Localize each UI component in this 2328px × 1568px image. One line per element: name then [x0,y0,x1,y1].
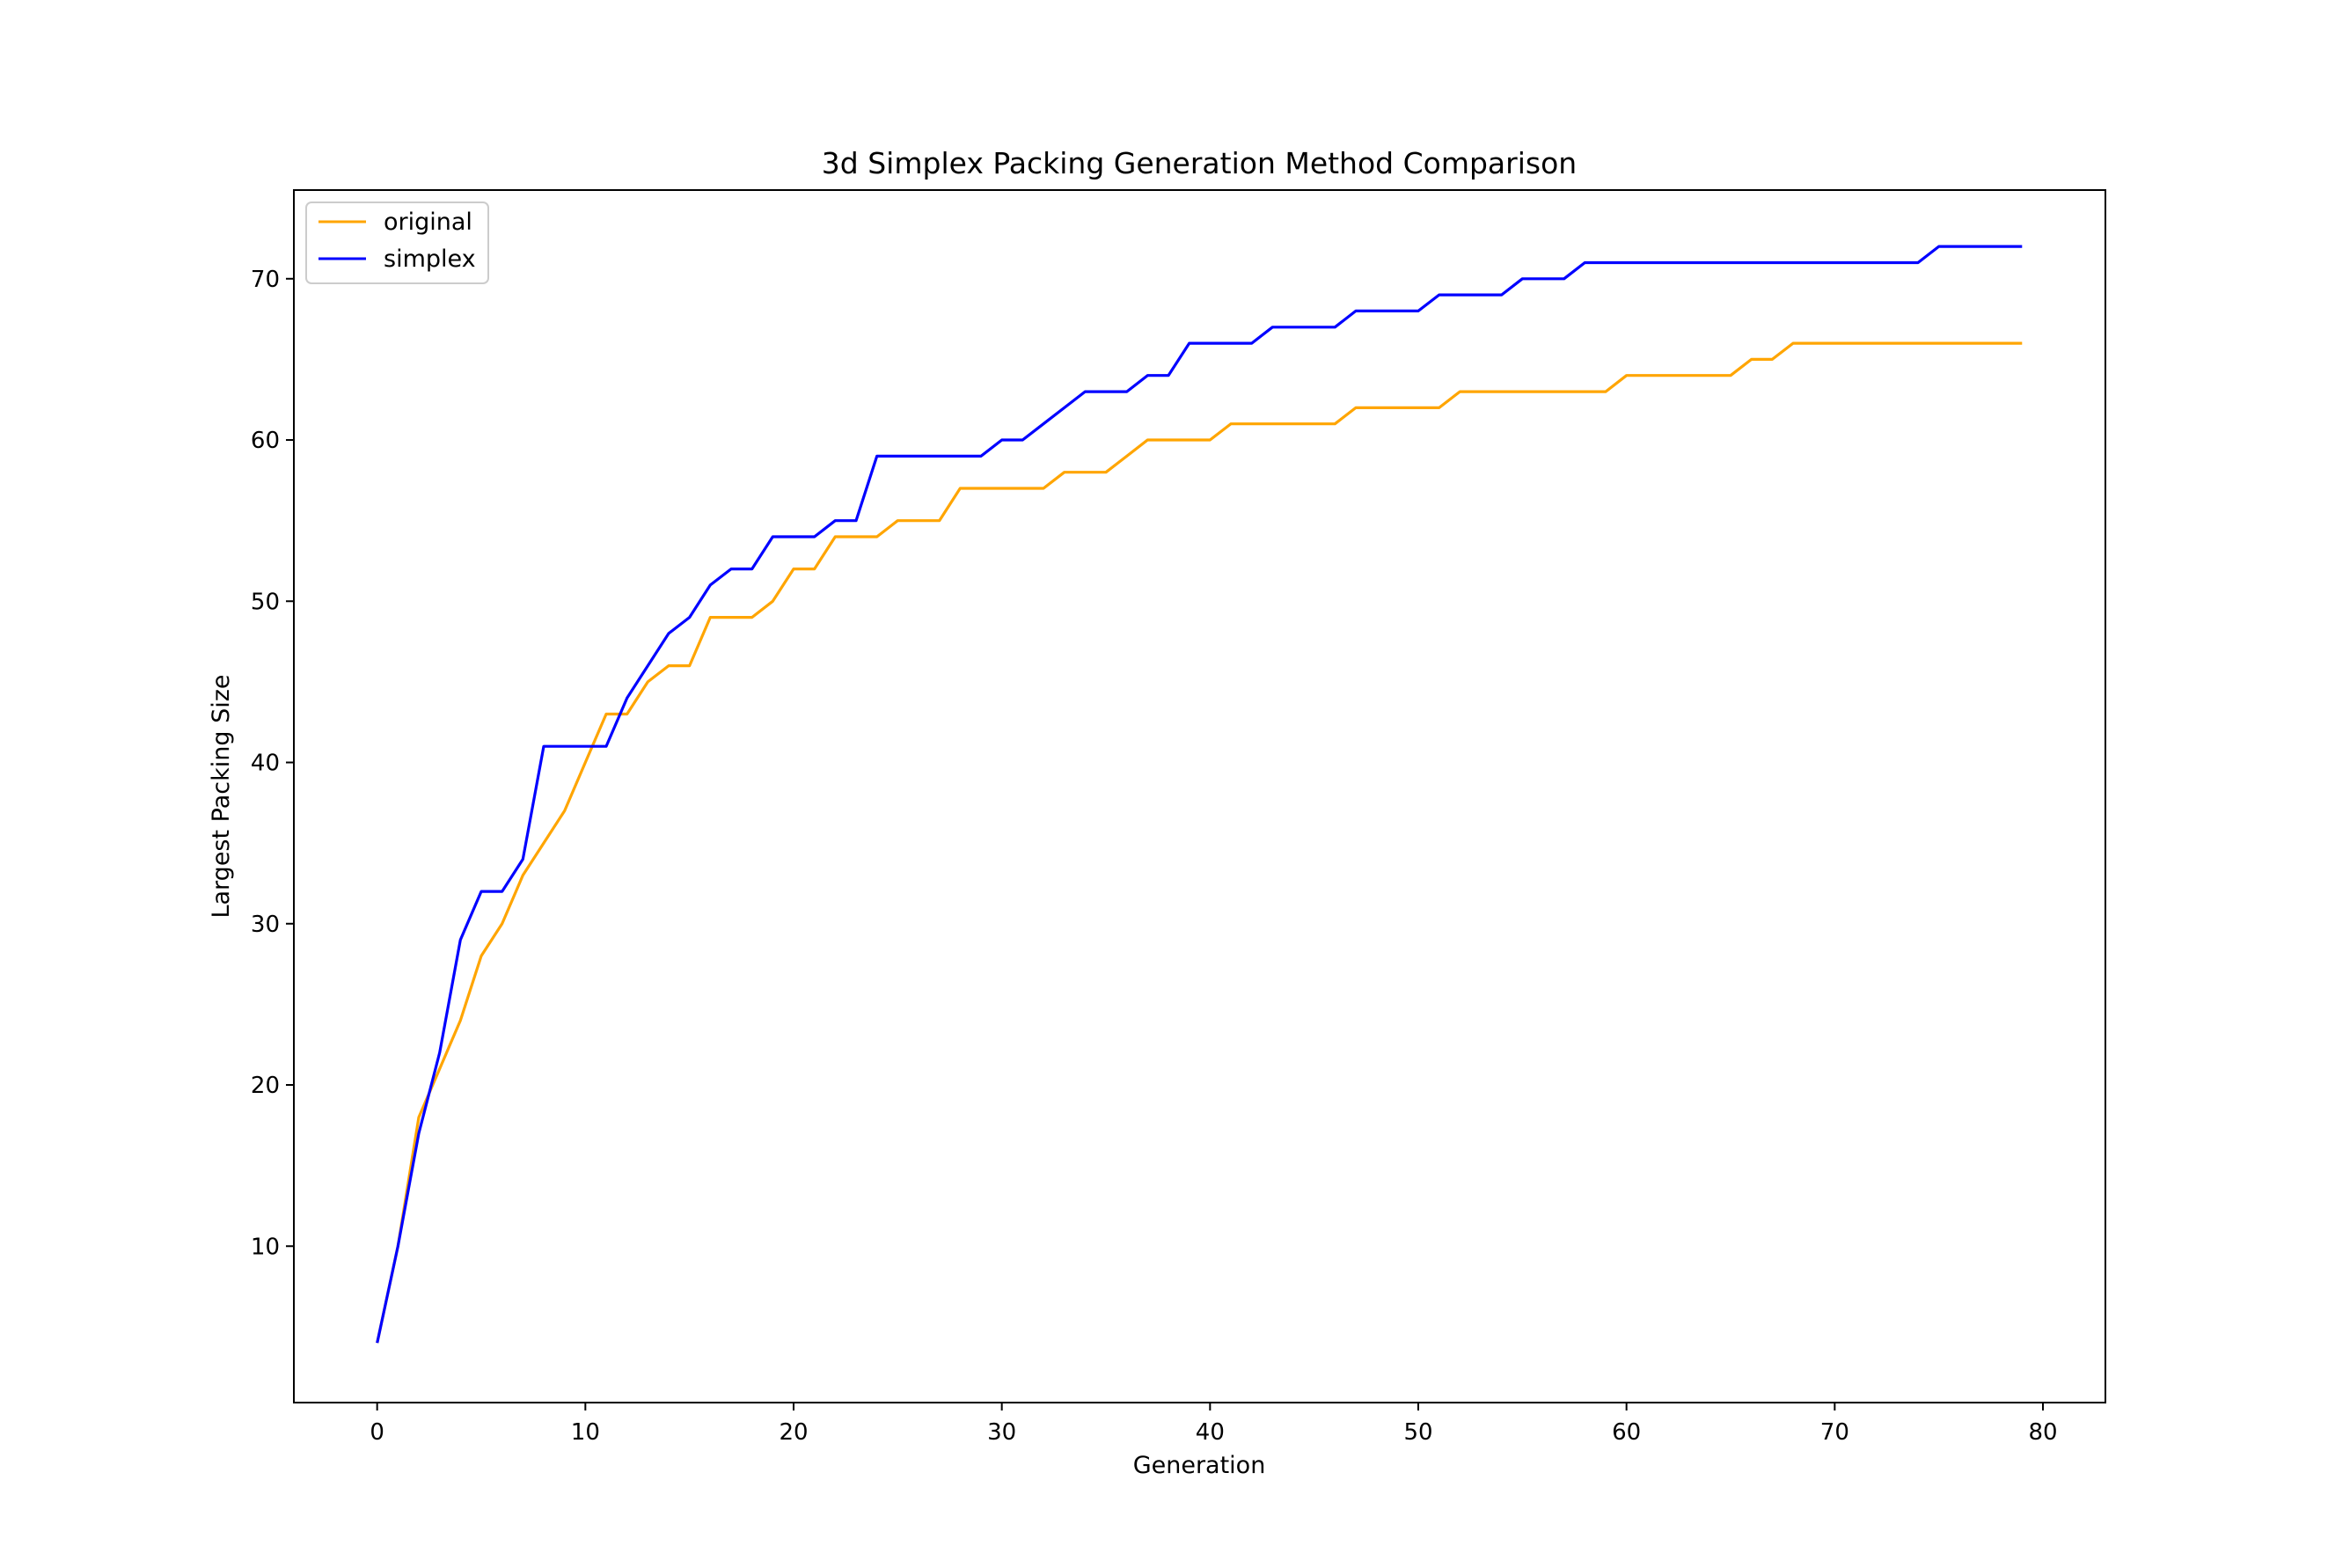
x-tick-label: 0 [370,1419,384,1446]
series-line-simplex [376,245,2023,1344]
x-tick-label: 50 [1403,1419,1432,1446]
series-layer [376,245,2023,1344]
chart-title: 3d Simplex Packing Generation Method Com… [822,146,1577,180]
legend: original simplex [305,201,489,284]
x-tick-label: 70 [1820,1419,1849,1446]
legend-label-original: original [384,209,472,236]
x-axis-ticks: 0 10 20 30 40 50 60 70 80 [370,1403,2058,1446]
y-tick-label: 60 [251,428,280,454]
y-tick-label: 40 [251,751,280,777]
x-tick-label: 30 [987,1419,1016,1446]
legend-label-simplex: simplex [384,245,476,273]
y-tick-label: 20 [251,1073,280,1099]
y-axis-label: Largest Packing Size [208,674,235,918]
y-tick-label: 10 [251,1234,280,1260]
y-tick-label: 30 [251,912,280,938]
plot-area [294,190,2105,1403]
x-tick-label: 20 [779,1419,808,1446]
x-tick-label: 80 [2028,1419,2057,1446]
x-tick-label: 60 [1612,1419,1641,1446]
x-tick-label: 10 [571,1419,600,1446]
y-tick-label: 70 [251,267,280,293]
x-tick-label: 40 [1196,1419,1225,1446]
series-line-original [376,341,2023,1344]
y-axis-ticks: 10 20 30 40 50 60 70 [251,267,294,1260]
plot-frame [293,189,2106,1403]
x-axis-label: Generation [1133,1452,1266,1479]
y-tick-label: 50 [251,589,280,615]
